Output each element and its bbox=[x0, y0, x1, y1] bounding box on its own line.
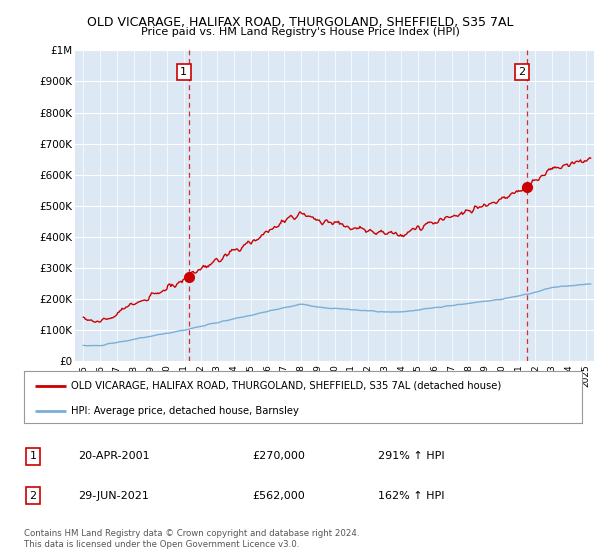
Text: 1: 1 bbox=[29, 451, 37, 461]
Text: 1: 1 bbox=[181, 67, 187, 77]
Text: 291% ↑ HPI: 291% ↑ HPI bbox=[378, 451, 445, 461]
Text: Price paid vs. HM Land Registry's House Price Index (HPI): Price paid vs. HM Land Registry's House … bbox=[140, 27, 460, 37]
Text: 2: 2 bbox=[518, 67, 526, 77]
Text: OLD VICARAGE, HALIFAX ROAD, THURGOLAND, SHEFFIELD, S35 7AL: OLD VICARAGE, HALIFAX ROAD, THURGOLAND, … bbox=[87, 16, 513, 29]
Text: HPI: Average price, detached house, Barnsley: HPI: Average price, detached house, Barn… bbox=[71, 407, 299, 417]
Text: 29-JUN-2021: 29-JUN-2021 bbox=[78, 491, 149, 501]
Text: £562,000: £562,000 bbox=[252, 491, 305, 501]
Text: Contains HM Land Registry data © Crown copyright and database right 2024.
This d: Contains HM Land Registry data © Crown c… bbox=[24, 529, 359, 549]
Text: £270,000: £270,000 bbox=[252, 451, 305, 461]
Text: OLD VICARAGE, HALIFAX ROAD, THURGOLAND, SHEFFIELD, S35 7AL (detached house): OLD VICARAGE, HALIFAX ROAD, THURGOLAND, … bbox=[71, 381, 502, 391]
Text: 162% ↑ HPI: 162% ↑ HPI bbox=[378, 491, 445, 501]
Text: 20-APR-2001: 20-APR-2001 bbox=[78, 451, 149, 461]
Text: 2: 2 bbox=[29, 491, 37, 501]
